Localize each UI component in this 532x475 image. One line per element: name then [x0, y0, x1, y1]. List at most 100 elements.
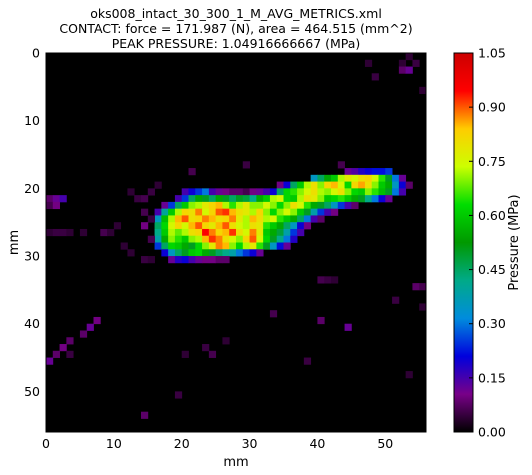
heatmap-cell: [283, 242, 291, 250]
heatmap-cell: [222, 228, 230, 237]
heatmap-cell: [351, 201, 359, 210]
heatmap-cell: [344, 168, 352, 176]
heatmap-cell: [242, 161, 250, 169]
heatmap-cell: [168, 256, 176, 264]
heatmap-cell: [181, 350, 189, 358]
heatmap-cell: [324, 181, 332, 189]
colorbar-tick-label: 0.75: [478, 154, 506, 169]
heatmap-cell: [181, 256, 189, 264]
heatmap-cell: [290, 195, 298, 203]
heatmap-cell: [263, 215, 271, 223]
heatmap-cell: [310, 181, 318, 189]
heatmap-cell: [317, 174, 325, 182]
heatmap-cell: [229, 208, 237, 216]
heatmap-cell: [141, 208, 149, 216]
heatmap-cell: [324, 201, 332, 210]
heatmap-cell: [256, 215, 264, 223]
heatmap-cell: [107, 228, 115, 237]
heatmap-cell: [181, 215, 189, 223]
heatmap-cell: [331, 201, 339, 210]
heatmap-cell: [242, 195, 250, 203]
heatmap-cell: [297, 228, 305, 237]
heatmap-cell: [66, 350, 74, 358]
heatmap-cell: [276, 181, 284, 189]
heatmap-cell: [256, 235, 264, 243]
heatmap-cell: [358, 195, 366, 203]
heatmap-cell: [59, 228, 67, 237]
heatmap-cell: [398, 59, 407, 67]
heatmap-cell: [229, 249, 237, 257]
heatmap-cell: [317, 188, 325, 196]
heatmap-cell: [181, 242, 189, 250]
heatmap-cell: [141, 222, 149, 230]
heatmap-cell: [120, 242, 128, 250]
heatmap-cell: [181, 195, 189, 203]
heatmap-cell: [188, 215, 196, 223]
heatmap-cell: [202, 242, 210, 250]
heatmap-cell: [215, 195, 223, 203]
heatmap-cell: [195, 242, 203, 250]
chart-title-line-1: oks008_intact_30_300_1_M_AVG_METRICS.xml: [90, 6, 382, 21]
heatmap-cell: [181, 208, 189, 216]
heatmap-cell: [236, 208, 244, 216]
heatmap-cell: [222, 195, 230, 203]
heatmap-cell: [256, 222, 264, 230]
y-axis-label: mm: [7, 230, 22, 255]
x-axis: 0 10 20 30 40 50: [42, 53, 393, 451]
heatmap-cell: [371, 188, 379, 196]
heatmap-cell: [188, 256, 196, 264]
heatmap-cell: [242, 208, 250, 216]
heatmap-cell: [290, 181, 298, 189]
heatmap-cell: [154, 222, 162, 230]
heatmap-cell: [229, 222, 237, 230]
heatmap-cell: [249, 208, 257, 216]
heatmap-cell: [174, 208, 183, 216]
heatmap-cell: [229, 215, 237, 223]
heatmap-cell: [215, 249, 223, 257]
heatmap-cell: [242, 228, 250, 237]
heatmap-cell: [412, 283, 420, 291]
heatmap-cell: [364, 188, 373, 196]
heatmap-cell: [202, 249, 210, 257]
heatmap-cell: [344, 174, 352, 182]
heatmap-cell: [276, 215, 284, 223]
heatmap-cell: [202, 195, 210, 203]
heatmap-cell: [344, 195, 352, 203]
heatmap-cell: [242, 188, 250, 196]
heatmap-cell: [147, 256, 155, 264]
heatmap-cell: [52, 350, 60, 358]
heatmap-cell: [351, 181, 359, 189]
plot-frame: [45, 52, 427, 433]
heatmap-cell: [202, 222, 210, 230]
heatmap-cell: [174, 242, 183, 250]
heatmap-cell: [202, 228, 210, 237]
heatmap-cell: [168, 215, 176, 223]
heatmap-cell: [202, 256, 210, 264]
heatmap-cell: [331, 188, 339, 196]
heatmap-cell: [236, 222, 244, 230]
heatmap-cell: [385, 174, 393, 182]
heatmap-cell: [344, 323, 352, 331]
heatmap-cell: [188, 235, 196, 243]
heatmap-cell: [154, 181, 162, 189]
heatmap-cell: [100, 228, 108, 237]
heatmap-cell: [229, 201, 237, 210]
heatmap-cell: [229, 235, 237, 243]
heatmap-cell: [344, 201, 352, 210]
y-tick-label: 40: [24, 316, 40, 331]
heatmap-cell: [263, 201, 271, 210]
heatmap-cell: [242, 201, 250, 210]
heatmap-cell: [66, 337, 74, 345]
heatmap-cell: [290, 208, 298, 216]
heatmap-cell: [229, 195, 237, 203]
heatmap-cell: [256, 188, 264, 196]
heatmap-cell: [59, 195, 67, 203]
heatmap-cell: [195, 215, 203, 223]
heatmap-cell: [215, 208, 223, 216]
heatmap-cell: [263, 222, 271, 230]
heatmap-cell: [297, 195, 305, 203]
heatmap-cell: [256, 208, 264, 216]
heatmap-cell: [331, 195, 339, 203]
heatmap-cell: [269, 208, 278, 216]
chart-title-line-2: CONTACT: force = 171.987 (N), area = 464…: [59, 21, 413, 36]
